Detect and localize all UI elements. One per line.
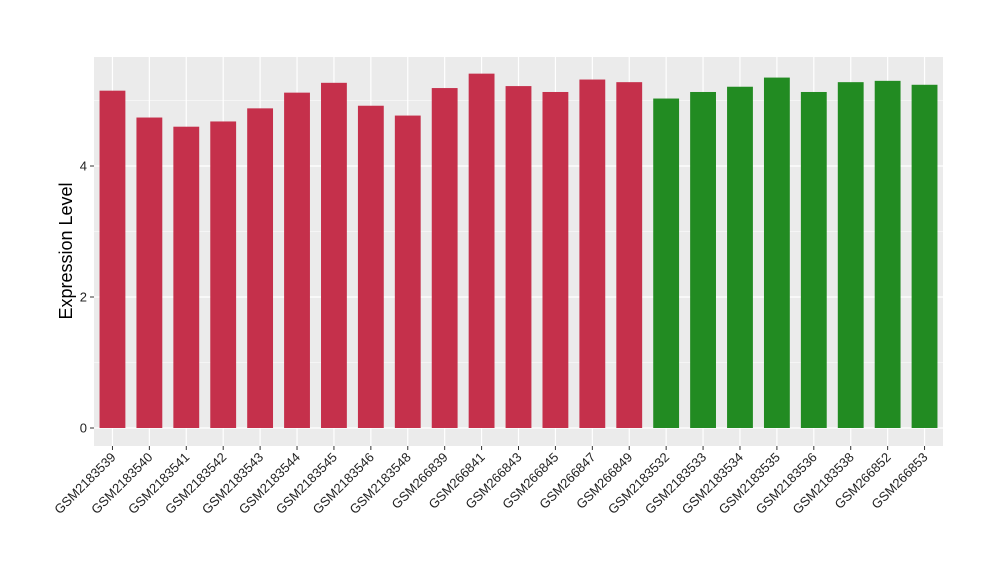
y-tick-label: 2 xyxy=(80,290,87,305)
y-tick-label: 0 xyxy=(80,421,87,436)
bar xyxy=(874,80,901,428)
bar xyxy=(542,91,569,429)
y-axis-title: Expression Level xyxy=(56,182,76,319)
bar xyxy=(911,84,938,428)
bar xyxy=(284,92,310,428)
bar xyxy=(321,82,347,428)
bar xyxy=(653,98,680,428)
bar xyxy=(247,108,274,429)
bar xyxy=(99,90,126,429)
bar xyxy=(727,86,753,429)
y-axis: 0 2 4 xyxy=(80,159,94,436)
bar xyxy=(579,79,606,428)
bar xyxy=(210,121,237,429)
bar xyxy=(136,117,163,428)
bar xyxy=(763,77,790,428)
x-axis: GSM2183539GSM2183540GSM2183541GSM2183542… xyxy=(51,446,931,517)
bar xyxy=(357,105,384,429)
bar xyxy=(505,86,532,428)
bar xyxy=(468,73,495,429)
y-tick-label: 4 xyxy=(80,159,87,174)
bars xyxy=(99,73,938,429)
bar xyxy=(173,126,200,428)
bar xyxy=(394,115,421,428)
bar xyxy=(690,91,716,429)
bar xyxy=(800,91,827,429)
bar xyxy=(837,82,864,428)
bar xyxy=(616,82,643,428)
bar xyxy=(431,88,458,429)
